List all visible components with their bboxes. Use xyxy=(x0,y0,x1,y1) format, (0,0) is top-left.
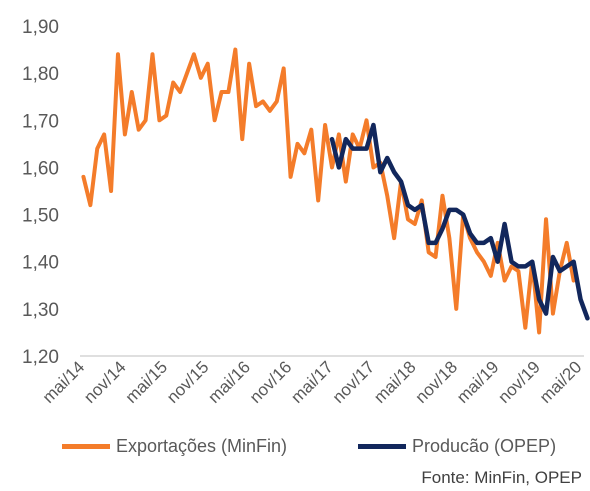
x-tick-label: nov/15 xyxy=(163,357,213,407)
legend-label: Producão (OPEP) xyxy=(412,436,557,456)
x-tick-label: nov/16 xyxy=(246,357,296,407)
x-tick-label: mai/19 xyxy=(453,357,503,407)
legend-item-exportacoes: Exportações (MinFin) xyxy=(62,436,287,457)
x-tick-label: mai/17 xyxy=(287,357,337,407)
x-tick-label: mai/20 xyxy=(536,357,586,407)
y-tick-label: 1,50 xyxy=(22,206,59,227)
series-line-producao xyxy=(329,122,590,321)
series-layer xyxy=(81,47,590,335)
x-tick-label: nov/14 xyxy=(80,357,130,407)
y-tick-label: 1,90 xyxy=(22,17,59,38)
x-tick-label: mai/16 xyxy=(204,357,254,407)
x-tick-label: nov/19 xyxy=(494,357,544,407)
source-note: Fonte: MinFin, OPEP xyxy=(421,468,582,487)
x-tick-label: nov/17 xyxy=(329,357,379,407)
y-tick-label: 1,70 xyxy=(22,111,59,132)
y-tick-label: 1,30 xyxy=(22,300,59,321)
x-tick-label: mai/15 xyxy=(122,357,172,407)
x-tick-label: nov/18 xyxy=(412,357,462,407)
series-line-exportacoes xyxy=(81,47,576,335)
legend-item-producao: Producão (OPEP) xyxy=(358,436,556,457)
legend-swatch-exportacoes xyxy=(62,444,110,449)
line-chart: 1,20 1,30 1,40 1,50 1,60 1,70 1,80 1,90 mai/14n… xyxy=(22,17,590,407)
y-tick-label: 1,40 xyxy=(22,253,59,274)
y-tick-label: 1,60 xyxy=(22,158,59,179)
x-axis-ticks: mai/14nov/14mai/15nov/15mai/16nov/16mai/… xyxy=(39,357,586,407)
y-axis-ticks: 1,20 1,30 1,40 1,50 1,60 1,70 1,80 1,90 xyxy=(22,17,59,368)
legend: Exportações (MinFin) Producão (OPEP) xyxy=(0,436,590,466)
y-tick-label: 1,20 xyxy=(22,347,59,368)
legend-label: Exportações (MinFin) xyxy=(116,436,288,456)
y-tick-label: 1,80 xyxy=(22,64,59,85)
x-tick-label: mai/18 xyxy=(370,357,420,407)
legend-swatch-producao xyxy=(358,444,406,449)
